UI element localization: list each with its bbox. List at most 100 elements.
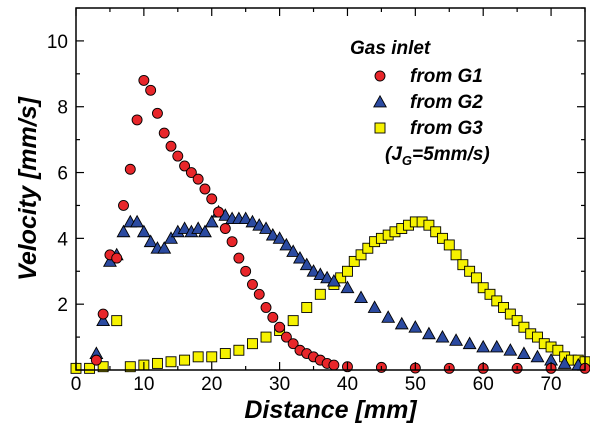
data-point <box>287 315 299 327</box>
plot-frame <box>75 7 586 371</box>
data-point <box>394 316 409 330</box>
data-point <box>158 127 170 139</box>
data-point <box>450 249 462 261</box>
legend-marker <box>374 122 386 134</box>
data-point <box>97 361 109 373</box>
data-point <box>136 224 151 238</box>
x-tick-label: 0 <box>71 374 82 395</box>
data-points-layer <box>70 74 590 374</box>
y-tick-label: 10 <box>47 32 68 53</box>
data-point <box>143 234 158 248</box>
data-point <box>177 221 192 234</box>
data-point <box>124 163 136 175</box>
data-point <box>213 206 224 218</box>
data-point <box>430 226 442 238</box>
data-point <box>340 280 355 294</box>
data-point <box>260 331 272 343</box>
data-point <box>348 255 360 267</box>
data-point <box>172 150 184 162</box>
data-point <box>437 232 448 244</box>
x-tick-label: 50 <box>405 374 426 395</box>
data-point <box>320 270 335 284</box>
data-point <box>279 237 294 251</box>
data-point <box>197 224 212 238</box>
data-point <box>503 343 518 356</box>
data-point <box>131 114 143 126</box>
data-point <box>151 107 163 119</box>
y-tick-label: 8 <box>57 98 68 119</box>
data-point <box>191 221 206 234</box>
data-point <box>145 84 157 96</box>
y-tick-label: 2 <box>57 295 68 316</box>
data-point <box>299 257 314 271</box>
x-tick-label: 20 <box>201 374 222 395</box>
data-point <box>165 356 177 368</box>
data-point <box>192 351 204 363</box>
x-tick-label: 30 <box>269 374 290 395</box>
legend-marker <box>373 94 387 108</box>
data-point <box>292 250 307 264</box>
data-point <box>491 295 503 307</box>
data-point <box>206 193 218 205</box>
data-point <box>226 236 238 248</box>
legend-marker <box>374 70 386 82</box>
y-tick-label: 4 <box>57 229 68 250</box>
data-point <box>164 231 178 244</box>
data-point <box>464 265 476 277</box>
data-point <box>219 223 231 234</box>
data-point <box>118 200 129 211</box>
y-axis-title: Velocity [mm/s] <box>14 95 42 281</box>
legend-label: from G2 <box>410 92 483 113</box>
data-point <box>342 265 353 277</box>
axes: 0 10 20 30 40 50 60 70 2 4 6 8 10 <box>47 7 586 395</box>
data-point <box>328 359 340 371</box>
data-point <box>484 288 496 300</box>
data-point <box>204 214 219 228</box>
legend-note: (JG=5mm/s) <box>385 144 490 168</box>
data-point <box>272 231 287 244</box>
data-point <box>287 338 299 350</box>
data-point <box>138 74 150 86</box>
data-point <box>179 354 191 366</box>
data-point <box>247 338 258 350</box>
data-point <box>97 308 109 320</box>
data-point <box>355 249 367 261</box>
data-point <box>90 354 102 366</box>
x-tick-label: 60 <box>473 374 494 395</box>
data-point <box>462 336 477 350</box>
data-point <box>367 300 382 313</box>
data-point <box>518 321 530 333</box>
data-point <box>457 259 469 271</box>
data-point <box>260 302 272 313</box>
data-point <box>443 239 455 251</box>
legend-title: Gas inlet <box>350 38 431 59</box>
data-point <box>557 356 572 369</box>
data-point <box>192 173 204 185</box>
data-point <box>286 244 301 257</box>
data-point <box>530 349 545 363</box>
data-point <box>435 329 450 343</box>
data-point <box>165 140 177 152</box>
data-point <box>408 320 423 333</box>
data-point <box>280 331 292 343</box>
data-point <box>265 227 280 241</box>
legend-label: from G3 <box>410 118 483 139</box>
data-point <box>151 357 163 369</box>
data-point <box>130 214 145 228</box>
data-point <box>511 315 523 327</box>
x-tick-label: 40 <box>337 374 358 395</box>
data-point <box>84 362 96 374</box>
data-point <box>219 348 231 359</box>
data-point <box>274 321 286 333</box>
data-point <box>498 302 510 313</box>
data-point <box>421 326 436 340</box>
data-point <box>354 290 369 304</box>
data-point <box>157 241 172 254</box>
legend-label: from G1 <box>410 66 483 87</box>
data-point <box>516 346 531 359</box>
data-point <box>245 214 260 228</box>
series-from-g1 <box>90 74 590 374</box>
data-point <box>111 315 123 327</box>
data-point <box>96 313 111 327</box>
